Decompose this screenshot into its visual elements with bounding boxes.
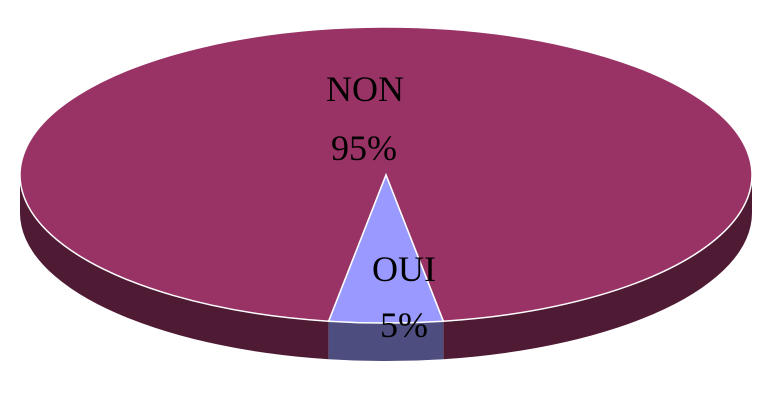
label-oui-value: 5% [380,305,428,345]
label-non-value: 95% [331,128,397,168]
slice-non-side [19,175,753,360]
slice-oui [327,172,445,324]
label-non-category: NON [326,69,404,109]
slice-oui-side [328,321,444,362]
label-oui-category: OUI [372,249,436,289]
